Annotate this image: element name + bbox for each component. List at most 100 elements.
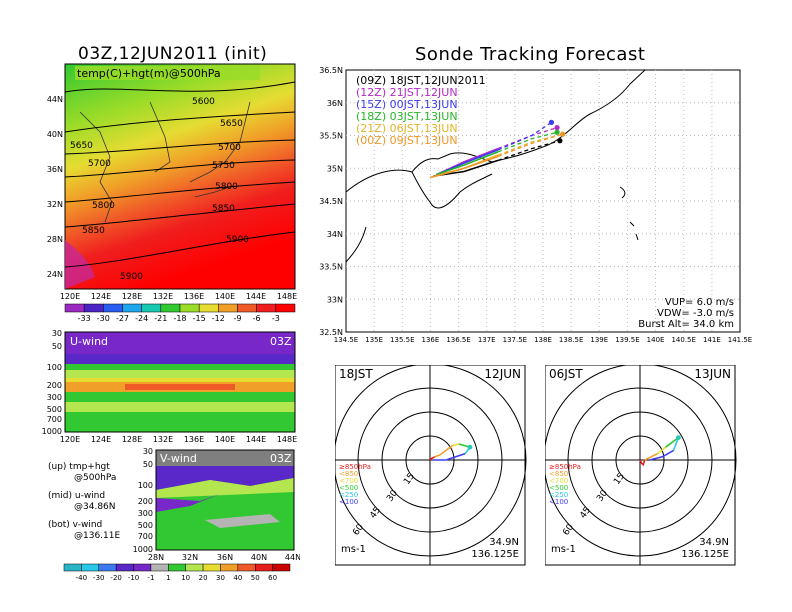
hodo-ring — [567, 387, 713, 533]
hodo-level-label: ≥850hPa — [549, 463, 581, 471]
colorbar-swatch — [218, 303, 238, 313]
hodo-ring — [335, 365, 527, 557]
colorbar-label: 10 — [181, 574, 190, 582]
hodo-unit-label: ms-1 — [341, 544, 366, 555]
tracking-legend: (09Z) 18JST,12JUN2011 (12Z) 21JST,12JUN … — [356, 74, 486, 147]
map-lon-axis: 120E 124E 128E 132E 136E 140E 144E 148E — [60, 292, 297, 301]
note-bot-sub: @136.11E — [74, 531, 121, 541]
hodo-level-label: <100 — [339, 498, 358, 506]
lat-tick-label: 32N — [47, 200, 63, 209]
colorbar-swatch — [168, 563, 186, 572]
hodo-level-label: <700 — [339, 477, 358, 485]
hodo-ring — [615, 435, 665, 485]
colorbar-swatch — [254, 563, 273, 572]
lon-tick-label: 120E — [60, 292, 80, 301]
x-tick-label: 36N — [217, 553, 233, 562]
colorbar-swatch — [202, 563, 221, 572]
contour-5750 — [64, 159, 296, 178]
colorbar-label: -30 — [97, 314, 110, 323]
lat-tick-label: 34.5N — [319, 197, 343, 206]
hodo-segment — [665, 436, 679, 448]
lat-tick-label: 28N — [47, 235, 63, 244]
y-tick-label: 100 — [138, 481, 153, 490]
hodo-segment — [433, 452, 466, 461]
colorbar-label: -24 — [135, 314, 148, 323]
main-title: Sonde Tracking Forecast — [415, 44, 646, 65]
y-tick-label: 300 — [47, 393, 62, 402]
x-tick-label: 44N — [285, 553, 300, 562]
x-tick-label: 144E — [246, 435, 266, 444]
burst-point — [557, 138, 563, 144]
lat-tick-label: 33.5N — [319, 263, 343, 272]
colorbar-swatch — [275, 303, 296, 313]
track-line-forecast — [497, 133, 563, 158]
note-mid-sub: @34.86N — [74, 502, 116, 512]
contour-label: 5750 — [212, 161, 235, 171]
param-burst-alt: Burst Alt= 34.0 km — [638, 319, 734, 330]
contour-5800 — [64, 181, 296, 203]
y-tick-label: 700 — [138, 532, 153, 541]
y-tick-label: 30 — [143, 447, 153, 456]
track-line-forecast — [497, 140, 561, 162]
hodo-segment — [639, 459, 646, 467]
y-tick-label: 50 — [143, 460, 153, 469]
colorbar-label: 50 — [251, 574, 260, 582]
map-label: temp(C)+hgt(m)@500hPa — [77, 67, 221, 80]
colorbar-swatch — [122, 303, 142, 313]
notes-block: (up) tmp+hgt @500hPa (mid) u-wind @34.86… — [48, 462, 120, 542]
hodo-time-label: 06JST — [549, 367, 583, 381]
uwind-label: U-wind — [70, 335, 108, 348]
colorbar-swatch — [64, 303, 85, 313]
contour-labels: 5600 5650 5650 5700 5700 5750 5800 5800 … — [70, 97, 249, 282]
colorbar-label: -6 — [253, 314, 261, 323]
lon-tick-label: 135E — [365, 336, 383, 344]
y-tick-label: 200 — [47, 381, 62, 390]
lon-tick-label: 136.5E — [446, 336, 470, 344]
colorbar-label: -40 — [76, 574, 87, 582]
colorbar-swatch — [198, 303, 219, 313]
colorbar-swatch — [160, 303, 181, 313]
colorbar-swatch — [133, 563, 152, 572]
contour-5700 — [64, 139, 296, 155]
track-line-forecast — [497, 131, 558, 153]
colorbar-label: 40 — [233, 574, 242, 582]
colorbar-label: -33 — [78, 314, 91, 323]
tracking-map-panel: (09Z) 18JST,12JUN2011 (12Z) 21JST,12JUN … — [319, 66, 752, 344]
hodo-level-label: <250 — [339, 491, 358, 499]
lon-tick-label: 135.5E — [390, 336, 414, 344]
hodo-level-label: <700 — [549, 477, 568, 485]
lon-tick-label: 144E — [246, 292, 266, 301]
hodo-segment — [434, 444, 453, 458]
x-tick-label: 136E — [184, 435, 204, 444]
contour-label: 5700 — [88, 159, 111, 169]
track-line — [435, 151, 499, 176]
hodo-lon-label: 136.125E — [681, 549, 729, 560]
colorbar-swatch — [179, 303, 200, 313]
hodo-segment — [644, 452, 658, 461]
colorbar-swatch — [98, 563, 117, 572]
lon-tick-label: 139.5E — [615, 336, 639, 344]
colorbar-label: -15 — [193, 314, 206, 323]
coastline-kii — [411, 171, 493, 209]
burst-point — [560, 131, 566, 137]
lat-tick-label: 34N — [327, 230, 343, 239]
colorbar-label: -12 — [212, 314, 225, 323]
y-tick-label: 100 — [47, 363, 62, 372]
hodo-lon-label: 136.125E — [471, 549, 519, 560]
lat-tick-label: 44N — [47, 95, 63, 104]
contour-label: 5850 — [212, 204, 235, 214]
legend-item: (09Z) 18JST,12JUN2011 — [356, 74, 486, 87]
colorbar-label: -21 — [154, 314, 167, 323]
contour-label: 5650 — [220, 119, 243, 129]
colorbar-label: -20 — [110, 574, 121, 582]
lon-tick-label: 132E — [153, 292, 173, 301]
hodo-level-label: <250 — [549, 491, 568, 499]
lon-tick-label: 141E — [703, 336, 721, 344]
note-up: (up) tmp+hgt — [48, 462, 110, 472]
hodo-ring — [591, 411, 689, 509]
colorbar-swatch — [185, 563, 204, 572]
hodo-top-point — [467, 444, 473, 450]
colorbar-label: -1 — [147, 574, 154, 582]
colorbar-label: -27 — [116, 314, 129, 323]
